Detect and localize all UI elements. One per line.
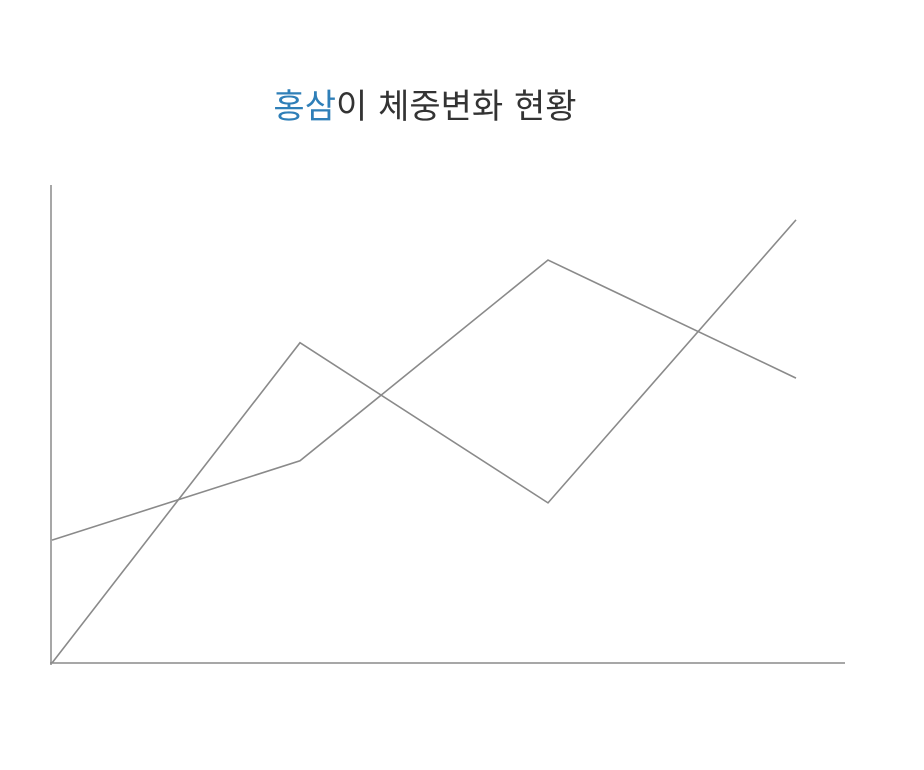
series-line — [51, 259, 797, 541]
series-line — [51, 219, 797, 664]
title-text: 이 체중변화 현황 — [336, 87, 577, 127]
chart-title: 홍삼이 체중변화 현황 — [273, 87, 576, 127]
title-highlight: 홍삼 — [273, 87, 336, 127]
